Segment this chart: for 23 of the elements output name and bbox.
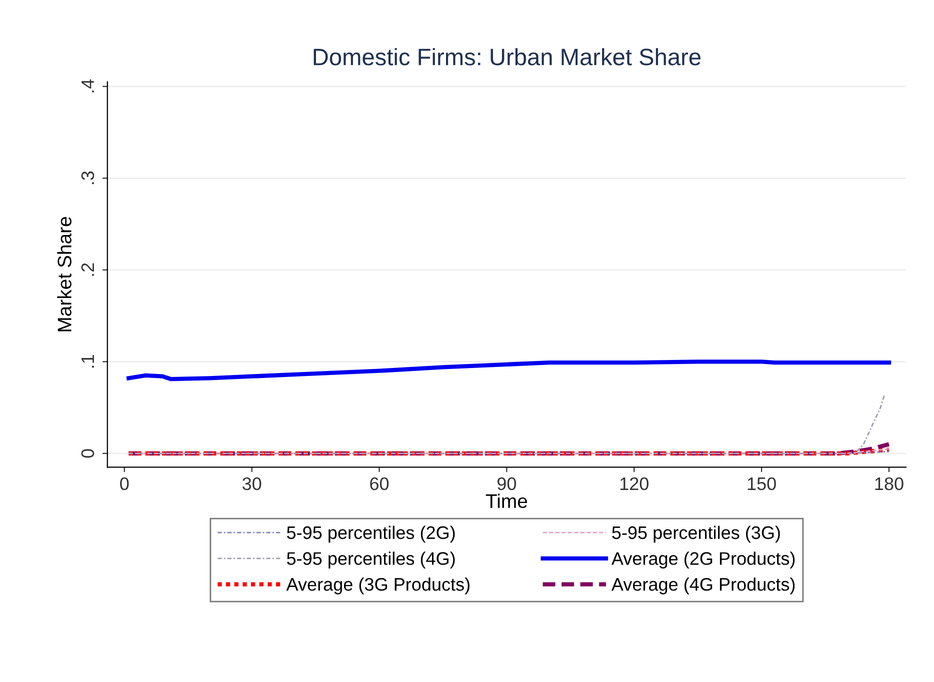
- chart-title: Domestic Firms: Urban Market Share: [314, 48, 700, 66]
- x-tick-label: 30: [242, 477, 262, 490]
- legend-label: Average (3G Products): [286, 578, 470, 594]
- y-axis-title: Market Share: [57, 217, 72, 332]
- legend-label: 5-95 percentiles (4G): [286, 552, 455, 568]
- legend-label: Average (2G Products): [611, 552, 795, 568]
- x-tick-label: 150: [748, 477, 776, 490]
- line-series: [126, 360, 892, 382]
- y-tick-label: .4: [82, 79, 94, 92]
- y-tick-label: 0: [81, 449, 94, 458]
- x-tick-label: 180: [875, 477, 904, 490]
- y-tick-label: .1: [82, 355, 94, 368]
- y-tick-label: .3: [81, 171, 94, 184]
- x-tick-label: 120: [620, 477, 648, 490]
- x-axis-title: Time: [486, 494, 528, 508]
- line-series: [128, 393, 886, 454]
- x-tick-label: 0: [120, 477, 129, 490]
- x-tick-label: 60: [370, 477, 389, 490]
- legend-label: Average (4G Products): [611, 578, 795, 594]
- legend-label: 5-95 percentiles (2G): [286, 526, 455, 543]
- legend-label: 5-95 percentiles (3G): [612, 526, 780, 543]
- x-tick-label: 90: [498, 477, 516, 490]
- y-tick-label: .2: [81, 263, 94, 276]
